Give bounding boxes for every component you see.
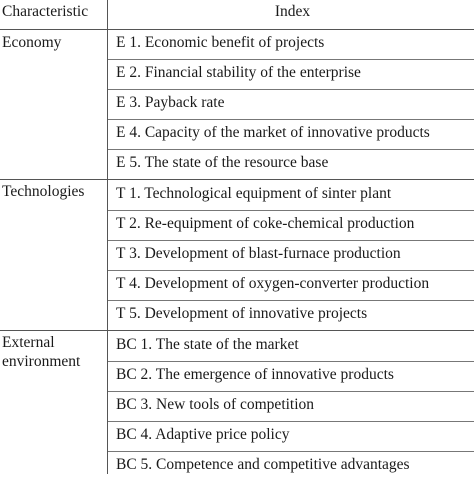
index-text: T 2. Re-equipment of coke-chemical produ… bbox=[116, 215, 415, 232]
row-divider bbox=[108, 59, 474, 60]
table-header: Characteristic Index bbox=[0, 0, 474, 30]
row-divider bbox=[108, 240, 474, 241]
characteristic-label: External environment bbox=[2, 334, 81, 370]
table-row: T 4. Development of oxygen-converter pro… bbox=[108, 270, 474, 300]
table-row: BC 1. The state of the market bbox=[108, 331, 474, 361]
characteristic-label: Technologies bbox=[2, 183, 85, 200]
table-row: T 3. Development of blast-furnace produc… bbox=[108, 240, 474, 270]
index-text: BC 3. New tools of competition bbox=[116, 396, 315, 413]
table-row: E 4. Capacity of the market of innovativ… bbox=[108, 119, 474, 149]
row-divider bbox=[108, 421, 474, 422]
index-text: T 1. Technological equipment of sinter p… bbox=[116, 185, 392, 202]
index-text: E 4. Capacity of the market of innovativ… bbox=[116, 124, 430, 141]
table-row: T 5. Development of innovative projects bbox=[108, 300, 474, 330]
row-divider bbox=[108, 300, 474, 301]
table-row: BC 5. Competence and competitive advanta… bbox=[108, 451, 474, 481]
table-row: BC 4. Adaptive price policy bbox=[108, 421, 474, 451]
index-text: E 1. Economic benefit of projects bbox=[116, 34, 325, 51]
header-characteristic: Characteristic bbox=[2, 3, 89, 20]
table-row: BC 3. New tools of competition bbox=[108, 391, 474, 421]
index-text: T 3. Development of blast-furnace produc… bbox=[116, 245, 401, 262]
index-text: BC 1. The state of the market bbox=[116, 336, 299, 353]
table-row: T 2. Re-equipment of coke-chemical produ… bbox=[108, 210, 474, 240]
column-divider bbox=[107, 0, 108, 474]
group-economy: Economy E 1. Economic benefit of project… bbox=[0, 29, 474, 179]
group-technologies: Technologies T 1. Technological equipmen… bbox=[0, 180, 474, 330]
row-divider bbox=[108, 210, 474, 211]
index-text: E 2. Financial stability of the enterpri… bbox=[116, 64, 361, 81]
index-text: E 5. The state of the resource base bbox=[116, 154, 329, 171]
table-row: E 1. Economic benefit of projects bbox=[108, 29, 474, 59]
index-text: BC 5. Competence and competitive advanta… bbox=[116, 456, 410, 473]
characteristic-label: Economy bbox=[2, 34, 62, 51]
table-row: E 5. The state of the resource base bbox=[108, 149, 474, 179]
group-divider bbox=[0, 179, 474, 180]
row-divider bbox=[108, 451, 474, 452]
index-text: E 3. Payback rate bbox=[116, 94, 225, 111]
row-divider bbox=[108, 361, 474, 362]
row-divider bbox=[108, 270, 474, 271]
index-text: T 5. Development of innovative projects bbox=[116, 305, 368, 322]
header-index: Index bbox=[274, 3, 311, 20]
group-external-environment: External environment BC 1. The state of … bbox=[0, 331, 474, 481]
row-divider bbox=[108, 149, 474, 150]
index-text: BC 2. The emergence of innovative produc… bbox=[116, 366, 394, 383]
index-text: BC 4. Adaptive price policy bbox=[116, 426, 290, 443]
table-row: E 2. Financial stability of the enterpri… bbox=[108, 59, 474, 89]
index-text: T 4. Development of oxygen-converter pro… bbox=[116, 275, 430, 292]
table-row: T 1. Technological equipment of sinter p… bbox=[108, 180, 474, 210]
row-divider bbox=[108, 119, 474, 120]
table-row: E 3. Payback rate bbox=[108, 89, 474, 119]
row-divider bbox=[108, 391, 474, 392]
row-divider bbox=[108, 89, 474, 90]
group-divider bbox=[0, 330, 474, 331]
table-row: BC 2. The emergence of innovative produc… bbox=[108, 361, 474, 391]
